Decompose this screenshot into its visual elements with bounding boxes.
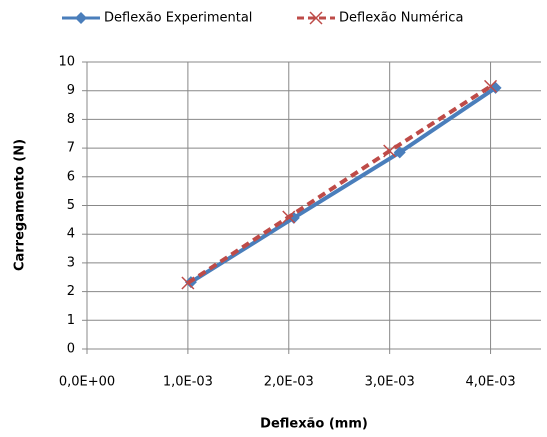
series-line [189, 86, 497, 284]
x-axis-title: Deflexão (mm) [260, 417, 368, 432]
y-tick-label: 0 [67, 342, 75, 357]
y-tick-label: 4 [67, 227, 75, 242]
legend-marker [309, 11, 323, 25]
y-tick-label: 7 [67, 141, 75, 156]
y-tick-label: 1 [67, 313, 75, 328]
y-tick-label: 10 [58, 55, 75, 70]
x-tick-label: 2,0E-03 [264, 375, 314, 390]
x-tick-label: 4,0E-03 [465, 375, 515, 390]
point [282, 210, 296, 224]
point [484, 79, 498, 93]
x-tick-label: 3,0E-03 [365, 375, 415, 390]
x-tick-label: 0,0E+00 [59, 375, 115, 390]
y-tick-label: 6 [67, 169, 75, 184]
point [393, 146, 406, 159]
series-line [186, 84, 492, 285]
y-tick-label: 3 [67, 255, 75, 270]
x-tick-label: 1,0E-03 [163, 375, 213, 390]
y-axis-title: Carregamento (N) [13, 139, 28, 271]
y-tick-label: 9 [67, 83, 75, 98]
legend-label: Deflexão Experimental [104, 11, 252, 26]
y-tick-label: 5 [67, 198, 75, 213]
point [181, 276, 195, 290]
legend-marker [75, 12, 87, 24]
point [383, 144, 397, 158]
y-tick-label: 8 [67, 112, 75, 127]
y-tick-label: 2 [67, 284, 75, 299]
legend-label: Deflexão Numérica [339, 11, 463, 26]
